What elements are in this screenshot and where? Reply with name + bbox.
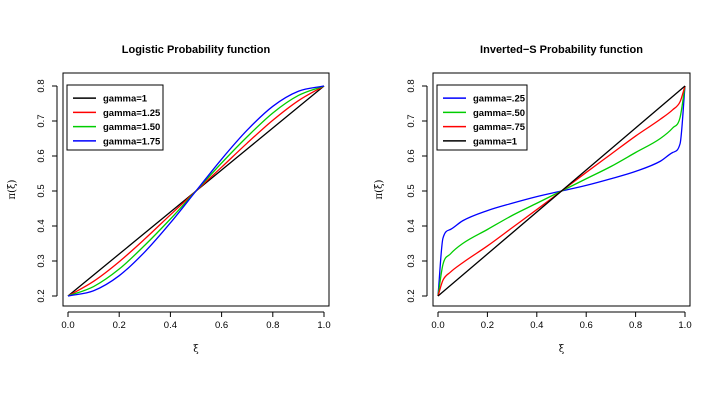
panel-logistic-y-tick-label: 0.3 bbox=[36, 254, 47, 267]
panel-logistic-legend: gamma=1 gamma=1.25 gamma=1.50 gamma=1.75 bbox=[66, 84, 164, 151]
panel-inverted-s-x-axis-label: ξ bbox=[559, 344, 565, 355]
panel-logistic-x-tick-label: 0.0 bbox=[61, 320, 74, 331]
panel-logistic-x-tick-label: 1.0 bbox=[317, 320, 330, 331]
panel-inverted-s-x-tick-label: 0.4 bbox=[530, 320, 543, 331]
panel-inverted-s-series-group bbox=[437, 85, 686, 297]
panel-logistic-y-tick-label: 0.7 bbox=[36, 114, 47, 127]
panel-inverted-s-legend: gamma=.25 gamma=.50 gamma=.75 gamma=1 bbox=[436, 84, 528, 151]
panel-inverted-s-series-gamma-1 bbox=[437, 85, 686, 297]
panel-logistic-legend-box bbox=[66, 84, 164, 151]
panel-logistic-y-tick-label: 0.5 bbox=[36, 184, 47, 197]
panel-logistic: Logistic Probability function 0.0 0.2 0.4 0.… bbox=[7, 44, 331, 355]
panel-logistic-x-tick-label: 0.4 bbox=[164, 320, 177, 331]
panel-logistic-legend-label: gamma=1 bbox=[103, 94, 148, 105]
panel-inverted-s-legend-label: gamma=.50 bbox=[473, 108, 525, 119]
panel-logistic-x-tick-label: 0.8 bbox=[266, 320, 279, 331]
panel-inverted-s-legend-box bbox=[436, 84, 528, 151]
panel-inverted-s-y-tick-label: 0.2 bbox=[406, 289, 417, 302]
panel-inverted-s-legend-label: gamma=.75 bbox=[473, 122, 526, 133]
panel-logistic-y-tick-label: 0.8 bbox=[36, 79, 47, 92]
panel-logistic-y-tick-label: 0.4 bbox=[36, 219, 47, 232]
panel-logistic-x-axis-label: ξ bbox=[193, 344, 199, 355]
panel-logistic-x-tick-label: 0.6 bbox=[215, 320, 228, 331]
panel-inverted-s-x-tick-label: 0.0 bbox=[431, 320, 444, 331]
panel-logistic-legend-label: gamma=1.25 bbox=[103, 108, 161, 119]
panel-inverted-s-legend-label: gamma=1 bbox=[473, 136, 518, 147]
panel-inverted-s-x-tick-label: 0.6 bbox=[580, 320, 593, 331]
panel-inverted-s-title: Inverted−S Probability function bbox=[480, 44, 643, 56]
panel-inverted-s-y-axis-label: π(ξ) bbox=[374, 179, 385, 199]
panel-inverted-s-plot-frame bbox=[432, 72, 691, 307]
panel-logistic-y-axis-label: π(ξ) bbox=[7, 179, 18, 199]
panel-inverted-s-y-tick-label: 0.6 bbox=[406, 149, 417, 162]
panel-inverted-s-y-tick-label: 0.8 bbox=[406, 79, 417, 92]
panel-logistic-y-tick-label: 0.6 bbox=[36, 149, 47, 162]
panel-inverted-s-y-tick-label: 0.5 bbox=[406, 184, 417, 197]
panel-inverted-s: Inverted−S Probability function 0.0 0.2 0.4… bbox=[374, 44, 692, 355]
panel-logistic-series-gamma-1-75 bbox=[67, 85, 325, 297]
panel-inverted-s-x-tick-label: 0.2 bbox=[481, 320, 494, 331]
panel-inverted-s-legend-label: gamma=.25 bbox=[473, 94, 526, 105]
panel-logistic-y-tick-label: 0.2 bbox=[36, 289, 47, 302]
panel-inverted-s-x-tick-label: 0.8 bbox=[629, 320, 642, 331]
panel-inverted-s-x-tick-label: 1.0 bbox=[678, 320, 691, 331]
panel-logistic-legend-label: gamma=1.50 bbox=[103, 122, 160, 133]
panel-logistic-legend-label: gamma=1.75 bbox=[103, 136, 161, 147]
panel-logistic-title: Logistic Probability function bbox=[122, 44, 271, 56]
panel-inverted-s-y-tick-label: 0.7 bbox=[406, 114, 417, 127]
panel-logistic-x-tick-label: 0.2 bbox=[113, 320, 126, 331]
panel-logistic-plot-frame bbox=[62, 72, 330, 307]
panel-logistic-series-group bbox=[67, 85, 325, 297]
panel-inverted-s-y-tick-label: 0.4 bbox=[406, 219, 417, 232]
panel-inverted-s-y-tick-label: 0.3 bbox=[406, 254, 417, 267]
